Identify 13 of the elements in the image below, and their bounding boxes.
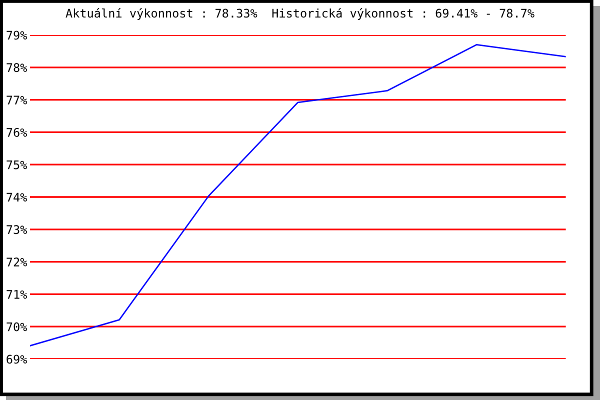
y-tick-label: 72% (6, 258, 28, 266)
line-series (30, 44, 566, 346)
y-tick-label: 78% (6, 63, 28, 72)
y-tick-label: 69% (6, 354, 28, 364)
y-tick-label: 70% (6, 322, 28, 332)
y-tick-label: 79% (6, 30, 28, 40)
chart-title: Aktuální výkonnost : 78.33% Historická výkonnost : 69.41% - 78.7% (66, 8, 534, 20)
y-tick-label: 75% (6, 160, 28, 170)
y-tick-label: 71% (6, 290, 28, 299)
y-tick-label: 73% (6, 225, 28, 234)
y-tick-label: 76% (6, 128, 28, 137)
y-tick-label: 77% (6, 96, 28, 104)
y-tick-label: 74% (6, 192, 28, 202)
